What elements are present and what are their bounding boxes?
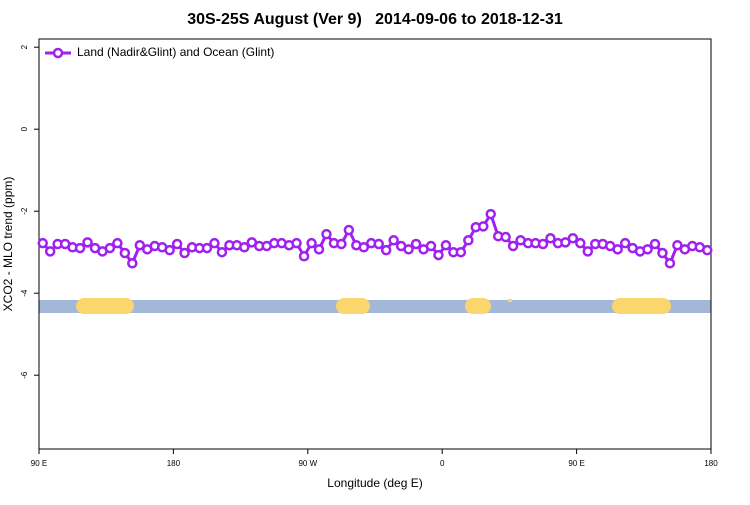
point (112, 237, 123, 249)
point (455, 246, 467, 258)
point (664, 258, 676, 269)
point (82, 237, 93, 248)
point (500, 231, 511, 243)
point (575, 237, 586, 249)
point (343, 224, 355, 236)
point (642, 244, 653, 255)
point (560, 237, 571, 248)
point (306, 237, 317, 249)
point (209, 237, 220, 249)
point (403, 244, 414, 255)
surface-band (39, 298, 711, 314)
point (119, 247, 131, 259)
point (373, 238, 384, 250)
x-tick-label: 180 (704, 459, 718, 468)
point (657, 247, 668, 259)
point (179, 247, 190, 259)
point (410, 238, 422, 250)
point (433, 249, 444, 261)
series-line (41, 210, 708, 267)
point (134, 239, 146, 251)
legend-marker (52, 47, 64, 59)
legend-label: Land (Nadir&Glint) and Ocean (Glint) (77, 45, 274, 59)
point (104, 242, 116, 254)
point (388, 235, 399, 246)
point (507, 240, 519, 252)
x-tick-label: 180 (167, 459, 181, 468)
y-tick-label: -4 (20, 289, 29, 297)
x-tick-label: 90 W (298, 459, 317, 468)
point (485, 208, 496, 220)
point (313, 244, 325, 255)
point (582, 246, 594, 257)
point (649, 238, 661, 250)
y-tick-label: 0 (20, 126, 29, 131)
y-tick-label: -2 (20, 207, 29, 215)
point (358, 242, 370, 253)
point (336, 238, 347, 250)
point (74, 242, 86, 254)
point (321, 228, 332, 240)
y-tick-label: -6 (20, 371, 29, 379)
point (672, 239, 683, 251)
x-tick-label: 90 E (568, 459, 584, 468)
y-tick-label: 2 (20, 44, 29, 49)
point (425, 240, 437, 252)
point (567, 233, 579, 244)
point (127, 258, 138, 269)
point (201, 242, 213, 254)
x-tick-label: 0 (440, 459, 445, 468)
point (440, 239, 452, 251)
point (463, 235, 474, 246)
point (44, 246, 56, 257)
y-axis-label: XCO2 - MLO trend (ppm) (1, 177, 15, 312)
point (216, 246, 228, 258)
point (619, 237, 631, 249)
point (537, 238, 549, 250)
point (545, 233, 556, 244)
x-axis-label: Longitude (deg E) (327, 476, 422, 490)
point (612, 244, 623, 255)
point (478, 221, 489, 232)
point (37, 237, 48, 249)
point (702, 244, 713, 256)
x-tick-label: 90 E (31, 459, 47, 468)
point (380, 244, 392, 256)
point (239, 242, 250, 253)
point (291, 237, 302, 249)
point (171, 238, 183, 250)
chart-title: 30S-25S August (Ver 9) 2014-09-06 to 201… (187, 11, 563, 28)
point (164, 244, 175, 256)
point (298, 251, 310, 262)
